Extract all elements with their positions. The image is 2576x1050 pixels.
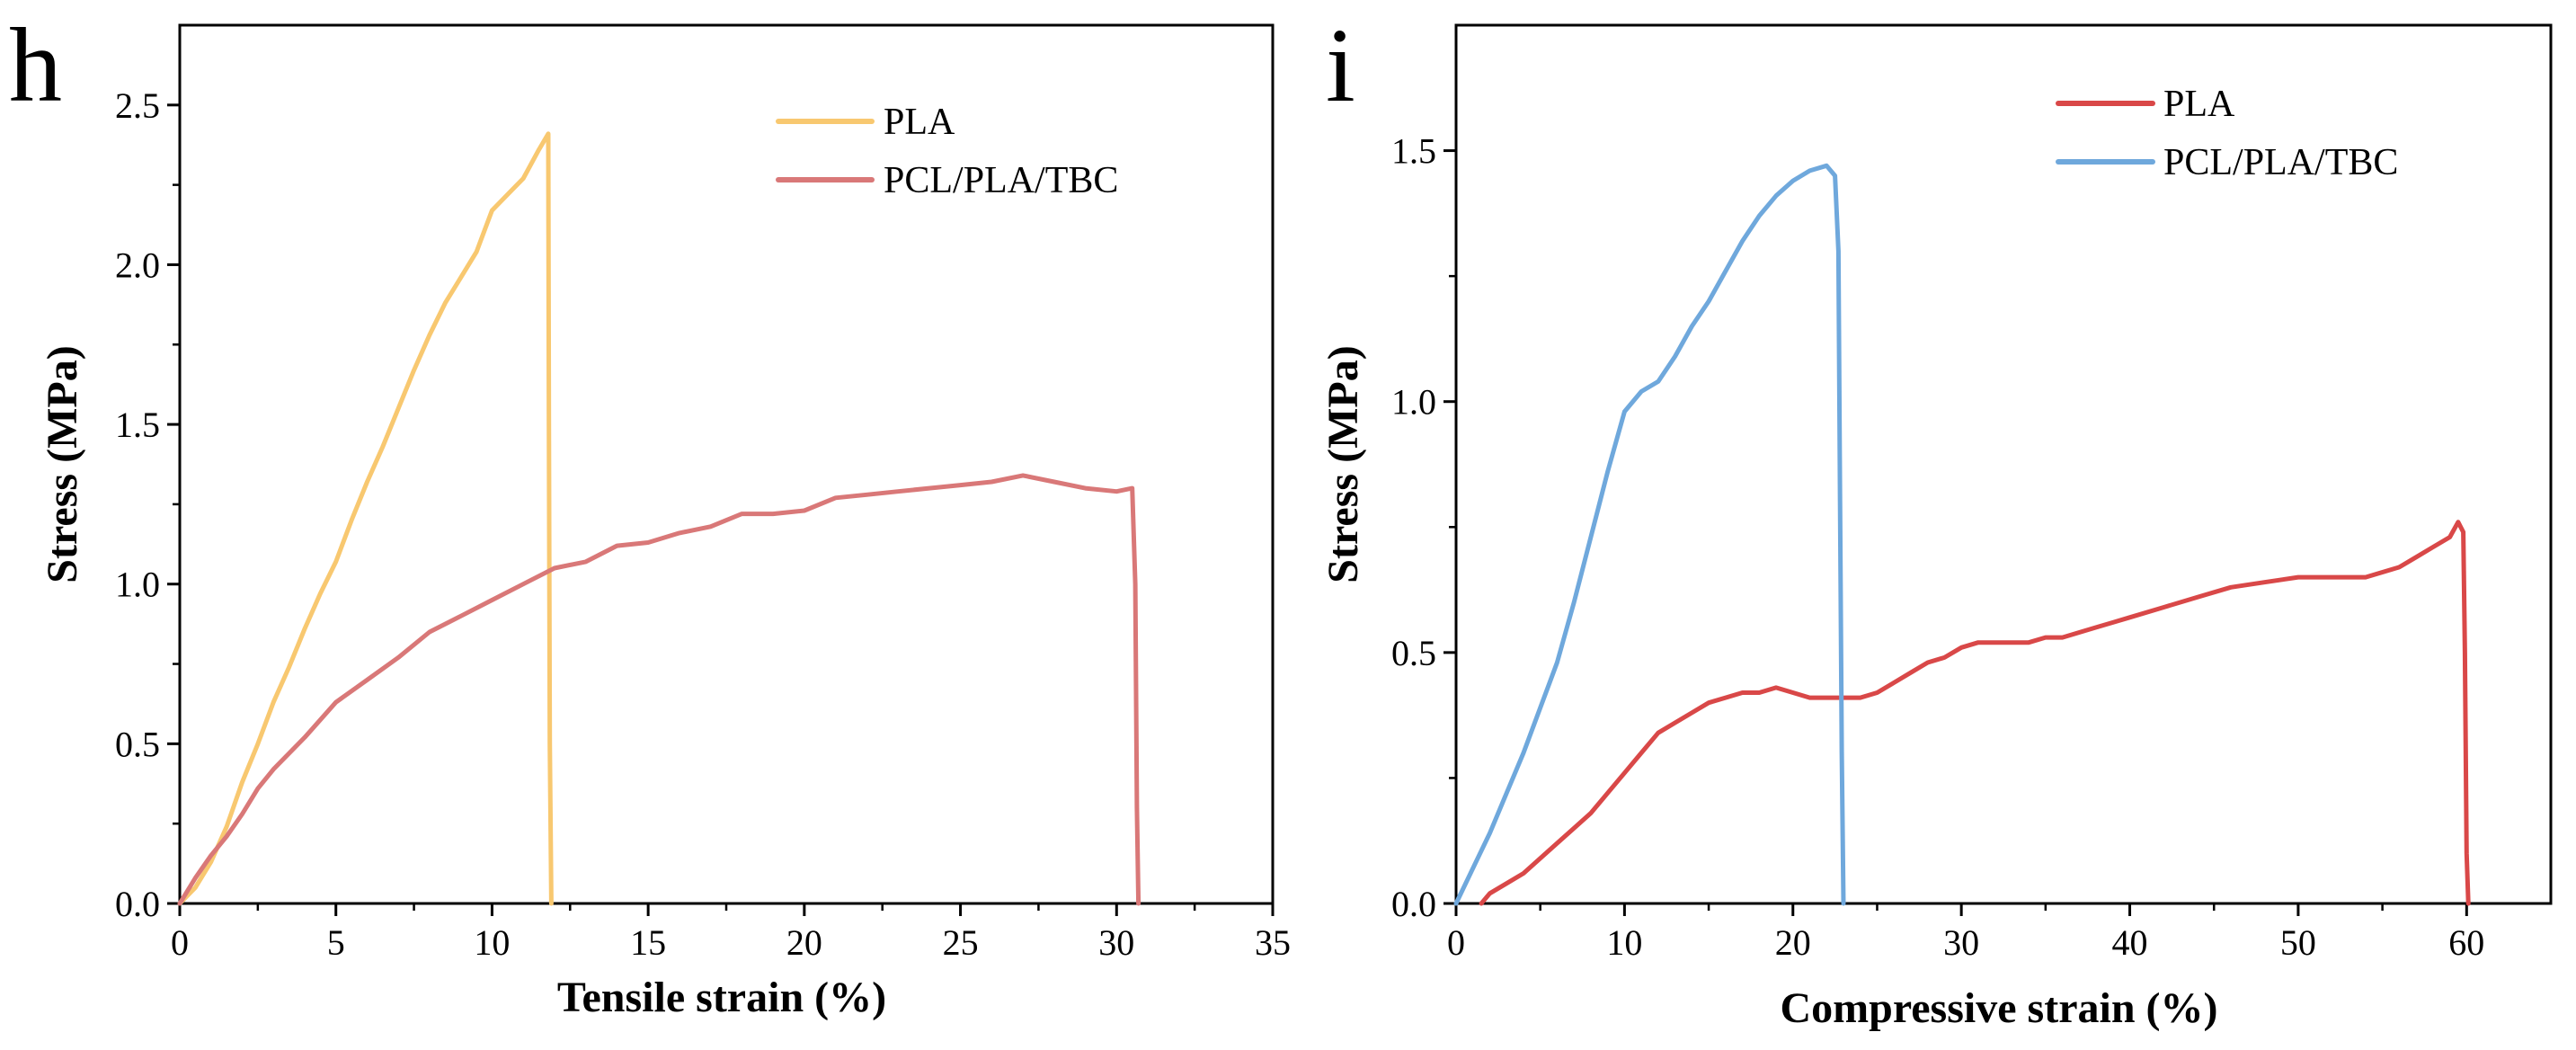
y-tick-label: 0.0 xyxy=(1391,884,1436,924)
series-line-pcl-pla-tbc xyxy=(177,473,1141,906)
y-tick-label: 1.5 xyxy=(115,405,160,445)
x-tick-label: 0 xyxy=(1447,922,1465,963)
y-tick-label: 0.0 xyxy=(115,884,160,924)
y-tick-label: 1.5 xyxy=(1391,131,1436,172)
x-tick-label: 50 xyxy=(2280,922,2316,963)
y-tick-label: 2.0 xyxy=(115,245,160,285)
x-tick-label: 60 xyxy=(2448,922,2484,963)
series-line-pla xyxy=(177,131,554,906)
legend-label: PLA xyxy=(2163,84,2235,125)
legend-label: PCL/PLA/TBC xyxy=(884,160,1118,201)
x-tick-label: 10 xyxy=(474,922,510,963)
x-tick-label: 25 xyxy=(943,922,979,963)
plot-frame-h xyxy=(178,23,1275,905)
legend-label: PLA xyxy=(884,102,955,143)
x-tick-label: 20 xyxy=(1775,922,1811,963)
y-tick-label: 2.5 xyxy=(115,85,160,126)
x-tick-label: 30 xyxy=(1943,922,1979,963)
series-line-pcl-pla-tbc xyxy=(1453,163,1846,906)
x-tick-label: 35 xyxy=(1255,922,1291,963)
legend-label: PCL/PLA/TBC xyxy=(2163,142,2398,183)
y-tick-label: 1.0 xyxy=(1391,382,1436,423)
panel-letter: i xyxy=(1326,6,1355,124)
x-tick-label: 20 xyxy=(786,922,822,963)
y-tick-label: 0.5 xyxy=(115,724,160,764)
panel-letter: h xyxy=(9,6,62,124)
plot-frame-i xyxy=(1454,23,2553,905)
x-tick-label: 0 xyxy=(171,922,189,963)
x-tick-label: 15 xyxy=(630,922,666,963)
x-tick-label: 30 xyxy=(1098,922,1134,963)
x-axis-title: Compressive strain (%) xyxy=(1780,984,2217,1032)
series-line-pla xyxy=(1479,520,2471,906)
x-tick-label: 40 xyxy=(2112,922,2148,963)
y-axis-title: Stress (MPa) xyxy=(1319,345,1367,583)
x-tick-label: 5 xyxy=(327,922,345,963)
x-axis-title: Tensile strain (%) xyxy=(557,974,886,1021)
y-axis-title: Stress (MPa) xyxy=(39,345,86,583)
y-tick-label: 0.5 xyxy=(1391,633,1436,673)
y-tick-label: 1.0 xyxy=(115,565,160,605)
x-tick-label: 10 xyxy=(1606,922,1642,963)
